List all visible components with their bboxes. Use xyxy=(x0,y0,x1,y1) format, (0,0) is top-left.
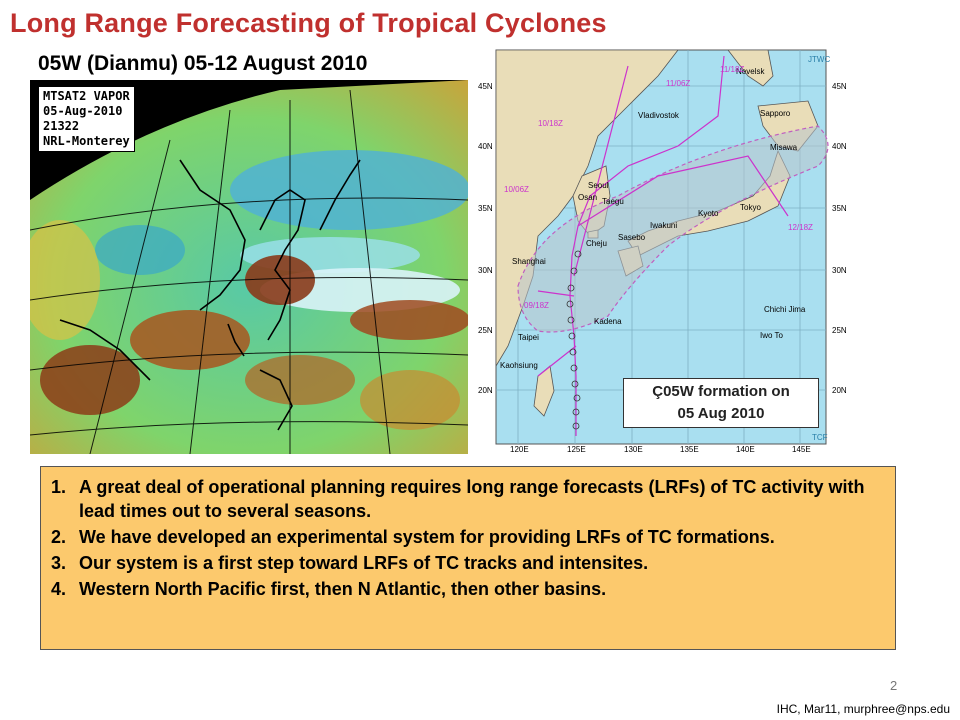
map-corner-tcf: TCF xyxy=(812,433,828,442)
lat-label-30n-left: 30N xyxy=(478,266,493,275)
lat-label-45n: 45N xyxy=(832,82,847,91)
satellite-image: MTSAT2 VAPOR 05-Aug-2010 21322 NRL-Monte… xyxy=(30,80,468,454)
place-nevelsk: Nevelsk xyxy=(736,67,765,76)
place-misawa: Misawa xyxy=(770,143,798,152)
place-osan: Osan xyxy=(578,193,597,202)
place-vladivostok: Vladivostok xyxy=(638,111,680,120)
lon-label-135e: 135E xyxy=(680,445,699,454)
satellite-picture xyxy=(30,80,468,454)
storm-subtitle: 05W (Dianmu) 05-12 August 2010 xyxy=(38,52,368,75)
lon-label-145e: 145E xyxy=(792,445,811,454)
lat-label-25n: 25N xyxy=(832,326,847,335)
place-kyoto: Kyoto xyxy=(698,209,719,218)
place-iwo-to: Iwo To xyxy=(760,331,784,340)
lon-label-120e: 120E xyxy=(510,445,529,454)
place-chichi-jima: Chichi Jima xyxy=(764,305,806,314)
notes-box: 1. A great deal of operational planning r… xyxy=(40,466,896,650)
place-tokyo: Tokyo xyxy=(740,203,761,212)
caption-line-sensor: MTSAT2 VAPOR xyxy=(43,89,130,103)
time-label-11-18z: 11/18Z xyxy=(720,65,744,74)
lat-label-40n-left: 40N xyxy=(478,142,493,151)
formation-callout-line1: Ç05W formation on xyxy=(652,383,790,400)
time-label-10-18z: 10/18Z xyxy=(538,119,563,128)
caption-line-time: 21322 xyxy=(43,119,80,133)
lon-label-125e: 125E xyxy=(567,445,586,454)
place-shanghai: Shanghai xyxy=(512,257,546,266)
lat-label-20n-left: 20N xyxy=(478,386,493,395)
time-label-12-18z: 12/18Z xyxy=(788,223,813,232)
slide-title: Long Range Forecasting of Tropical Cyclo… xyxy=(10,8,607,38)
list-item: 2. We have developed an experimental syst… xyxy=(51,527,775,547)
formation-callout-line2: 05 Aug 2010 xyxy=(677,405,765,422)
lat-label-45n-left: 45N xyxy=(478,82,493,91)
caption-line-source: NRL-Monterey xyxy=(43,134,130,148)
place-sasebo: Sasebo xyxy=(618,233,646,242)
notes-list: 1. A great deal of operational planning r… xyxy=(51,475,883,601)
place-taipei: Taipei xyxy=(518,333,539,342)
footer-credit: IHC, Mar11, murphree@nps.edu xyxy=(776,702,950,716)
page-number: 2 xyxy=(890,678,898,693)
lat-label-40n: 40N xyxy=(832,142,847,151)
list-item: 3. Our system is a first step toward LRFs… xyxy=(51,553,649,573)
place-iwakuni: Iwakuni xyxy=(650,221,677,230)
list-item: 4. Western North Pacific first, then N At… xyxy=(51,579,607,599)
place-kadena: Kadena xyxy=(594,317,622,326)
place-taegu: Taegu xyxy=(602,197,624,206)
place-sapporo: Sapporo xyxy=(760,109,791,118)
time-label-09-18z: 09/18Z xyxy=(524,301,549,310)
place-seoul: Seoul xyxy=(588,181,609,190)
time-label-10-06z: 10/06Z xyxy=(504,185,529,194)
lat-label-30n: 30N xyxy=(832,266,847,275)
arrow-icon: Ç xyxy=(652,383,664,400)
lat-label-35n: 35N xyxy=(832,204,847,213)
list-item: 1. A great deal of operational planning r… xyxy=(51,477,865,521)
lat-label-25n-left: 25N xyxy=(478,326,493,335)
formation-callout: Ç05W formation on 05 Aug 2010 xyxy=(623,378,819,428)
lon-label-140e: 140E xyxy=(736,445,755,454)
map-corner-jtwc: JTWC xyxy=(808,55,830,64)
satellite-caption: MTSAT2 VAPOR 05-Aug-2010 21322 NRL-Monte… xyxy=(38,86,135,152)
lat-label-35n-left: 35N xyxy=(478,204,493,213)
lon-label-130e: 130E xyxy=(624,445,643,454)
time-label-11-06z: 11/06Z xyxy=(666,79,690,88)
caption-line-date: 05-Aug-2010 xyxy=(43,104,123,118)
place-cheju: Cheju xyxy=(586,239,607,248)
place-kaohsiung: Kaohsiung xyxy=(500,361,538,370)
lat-label-20n: 20N xyxy=(832,386,847,395)
